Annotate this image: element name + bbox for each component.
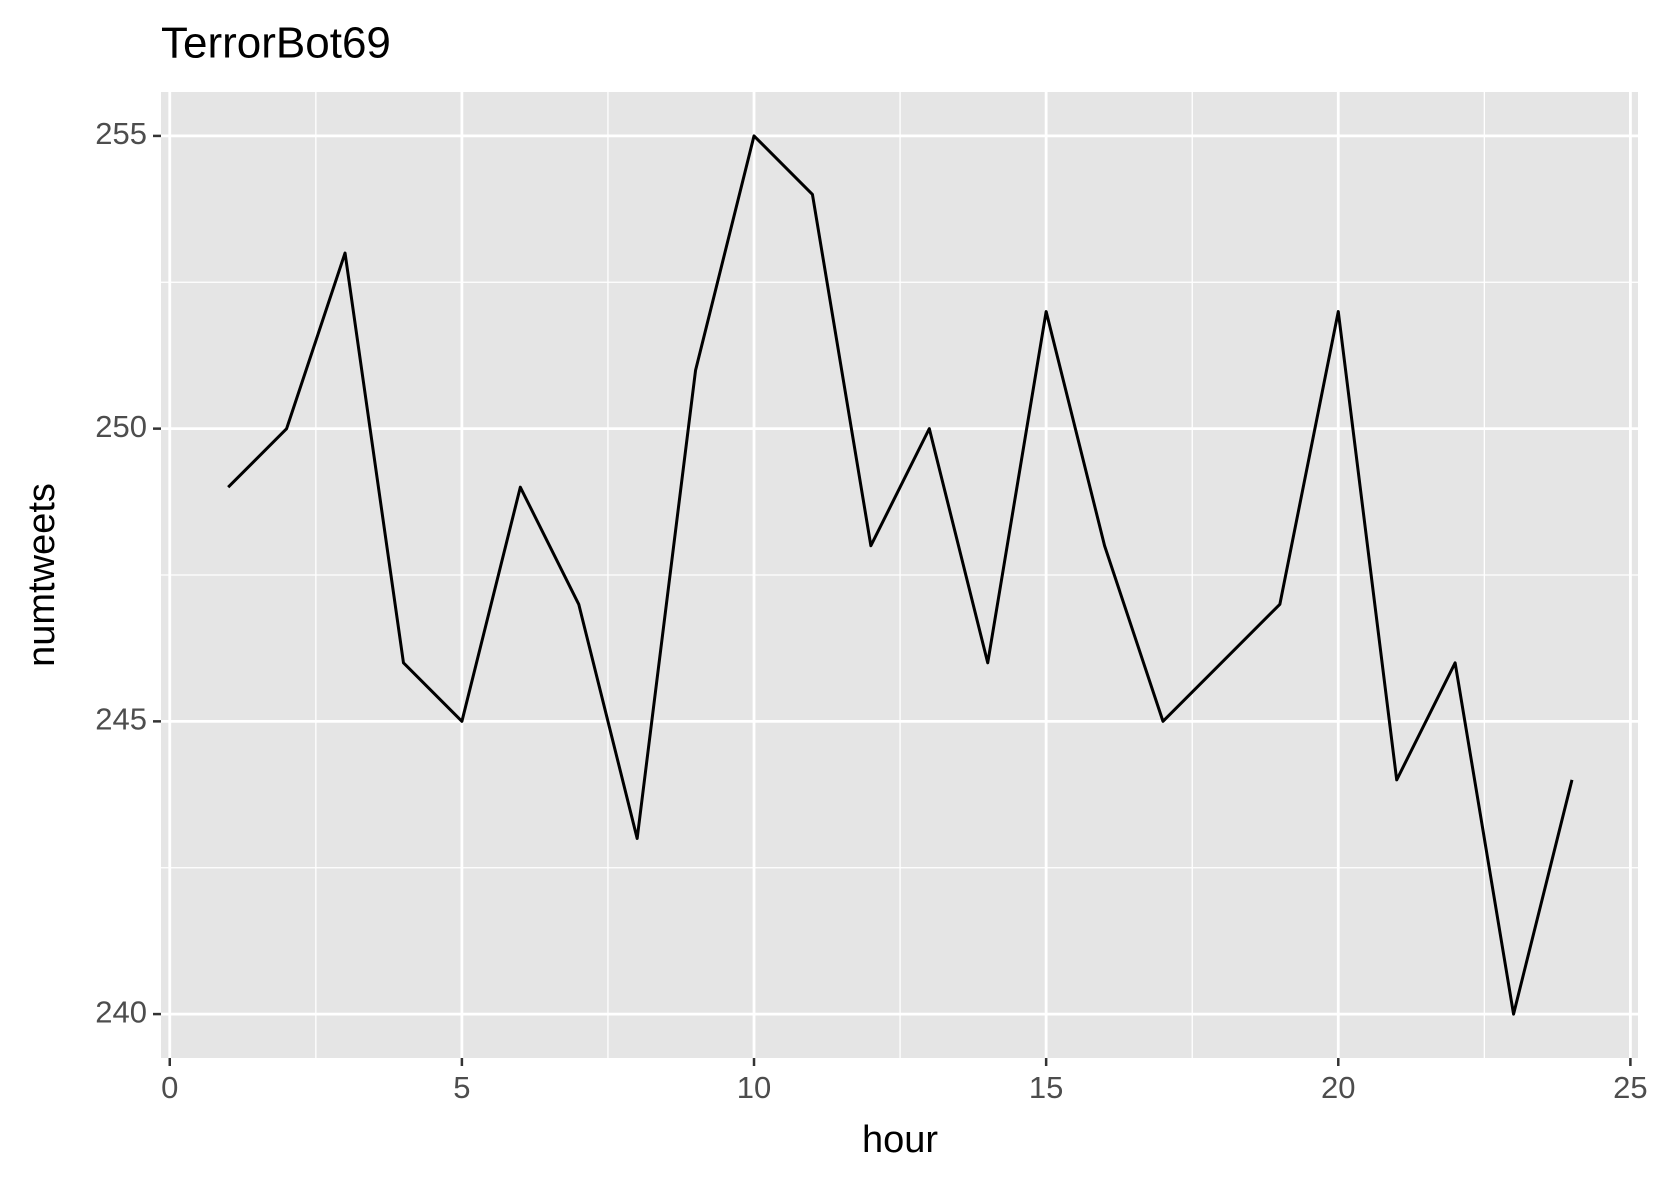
x-tick-label: 10 xyxy=(737,1070,771,1105)
x-tick-label: 25 xyxy=(1613,1070,1647,1105)
y-tick-label: 240 xyxy=(95,994,147,1029)
x-tick-label: 20 xyxy=(1321,1070,1355,1105)
x-tick-label: 5 xyxy=(453,1070,470,1105)
x-tick-label: 15 xyxy=(1029,1070,1063,1105)
chart-title: TerrorBot69 xyxy=(161,19,391,68)
x-tick-label: 0 xyxy=(161,1070,178,1105)
y-tick-label: 255 xyxy=(95,116,147,151)
data-line xyxy=(227,134,1574,1016)
y-axis-title: numtweets xyxy=(21,483,63,667)
y-tick-label: 250 xyxy=(95,409,147,444)
x-axis-title: hour xyxy=(862,1119,938,1161)
y-tick-label: 245 xyxy=(95,702,147,737)
